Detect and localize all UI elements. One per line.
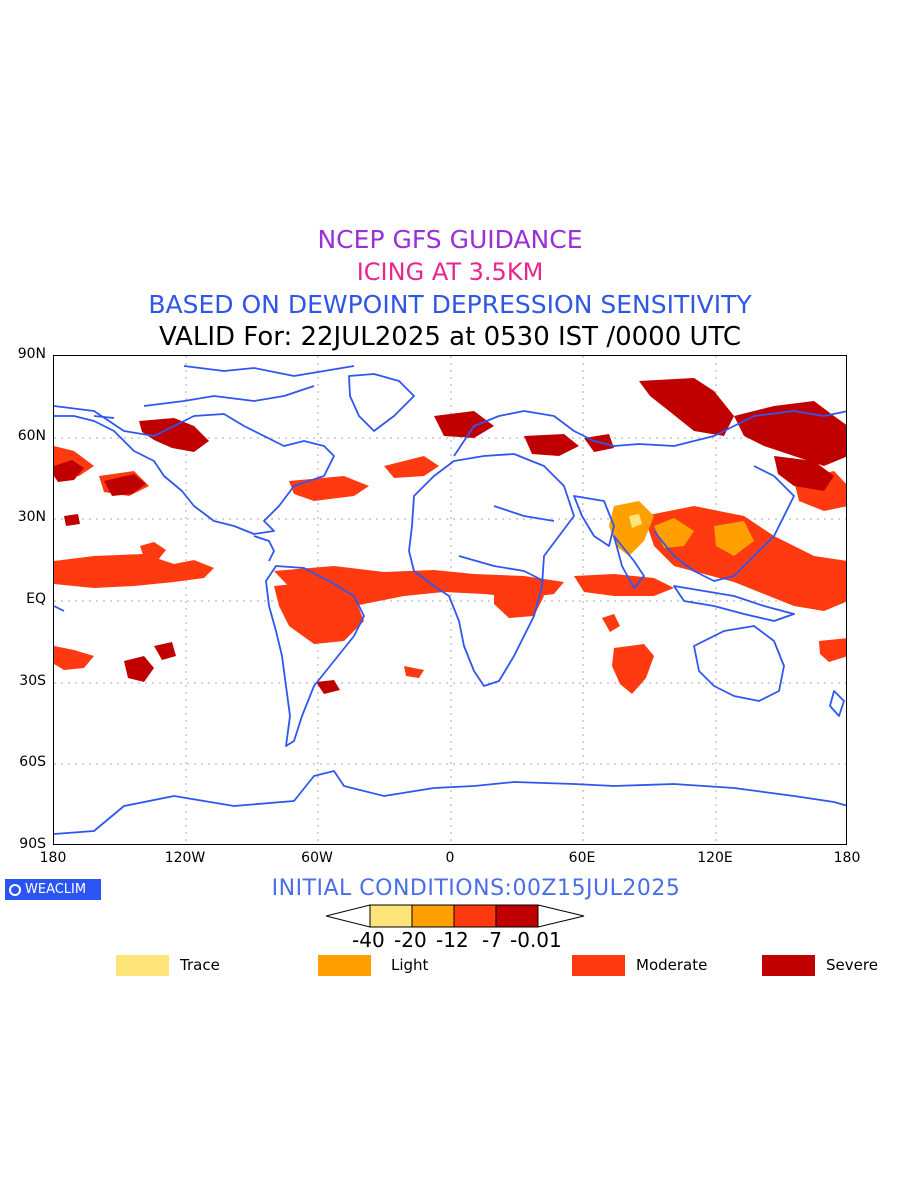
colorbar-moderate bbox=[453, 904, 497, 928]
colorbar-tick: -0.01 bbox=[510, 928, 562, 952]
icing-light-areas bbox=[609, 501, 754, 556]
colorbar-right-arrow bbox=[537, 904, 585, 928]
chart-subtitle-level: ICING AT 3.5KM bbox=[356, 258, 544, 286]
legend-label-trace: Trace bbox=[180, 956, 220, 974]
lon-label-60e: 60E bbox=[568, 850, 596, 866]
lon-label-60w: 60W bbox=[301, 850, 333, 866]
logo-ring-icon bbox=[9, 883, 21, 896]
colorbar-tick: -7 bbox=[482, 928, 502, 952]
colorbar-left-arrow bbox=[326, 904, 371, 928]
icing-trace-areas bbox=[629, 514, 642, 528]
valid-time: VALID For: 22JUL2025 at 0530 IST /0000 U… bbox=[158, 322, 742, 352]
legend-swatch-trace bbox=[116, 955, 169, 976]
colorbar-severe bbox=[495, 904, 539, 928]
legend-swatch-light bbox=[318, 955, 371, 976]
legend-swatch-moderate bbox=[572, 955, 625, 976]
lon-label-120w: 120W bbox=[164, 850, 206, 866]
colorbar-trace bbox=[369, 904, 413, 928]
lat-label-90s: 90S bbox=[19, 836, 46, 852]
lat-label-30n: 30N bbox=[17, 509, 46, 525]
lon-label-180w: 180 bbox=[39, 850, 67, 866]
icing-severe-areas bbox=[54, 378, 846, 694]
coastlines bbox=[54, 365, 846, 835]
icing-moderate-areas bbox=[54, 446, 846, 694]
colorbar-tick: -40 bbox=[352, 928, 385, 952]
weaclim-logo: WEACLIM bbox=[5, 879, 101, 900]
colorbar-tick: -20 bbox=[394, 928, 427, 952]
map-frame bbox=[53, 355, 847, 845]
lat-label-eq: EQ bbox=[26, 591, 46, 607]
lon-label-180e: 180 bbox=[833, 850, 861, 866]
legend-label-light: Light bbox=[391, 956, 429, 974]
colorbar-tick: -12 bbox=[436, 928, 469, 952]
colorbar-light bbox=[411, 904, 455, 928]
icing-map bbox=[54, 356, 846, 844]
colorbar bbox=[326, 904, 585, 928]
weaclim-label: WEACLIM bbox=[25, 882, 87, 897]
lat-label-90n: 90N bbox=[17, 346, 46, 362]
lon-label-120e: 120E bbox=[697, 850, 733, 866]
legend-label-moderate: Moderate bbox=[636, 956, 708, 974]
lat-label-60s: 60S bbox=[19, 754, 46, 770]
chart-title: NCEP GFS GUIDANCE bbox=[317, 225, 583, 254]
legend-label-severe: Severe bbox=[826, 956, 878, 974]
lon-label-0: 0 bbox=[445, 850, 455, 866]
lat-label-30s: 30S bbox=[19, 673, 46, 689]
lat-label-60n: 60N bbox=[17, 428, 46, 444]
initial-conditions: INITIAL CONDITIONS:00Z15JUL2025 bbox=[271, 876, 681, 901]
legend-swatch-severe bbox=[762, 955, 815, 976]
chart-subtitle-method: BASED ON DEWPOINT DEPRESSION SENSITIVITY bbox=[148, 290, 752, 319]
